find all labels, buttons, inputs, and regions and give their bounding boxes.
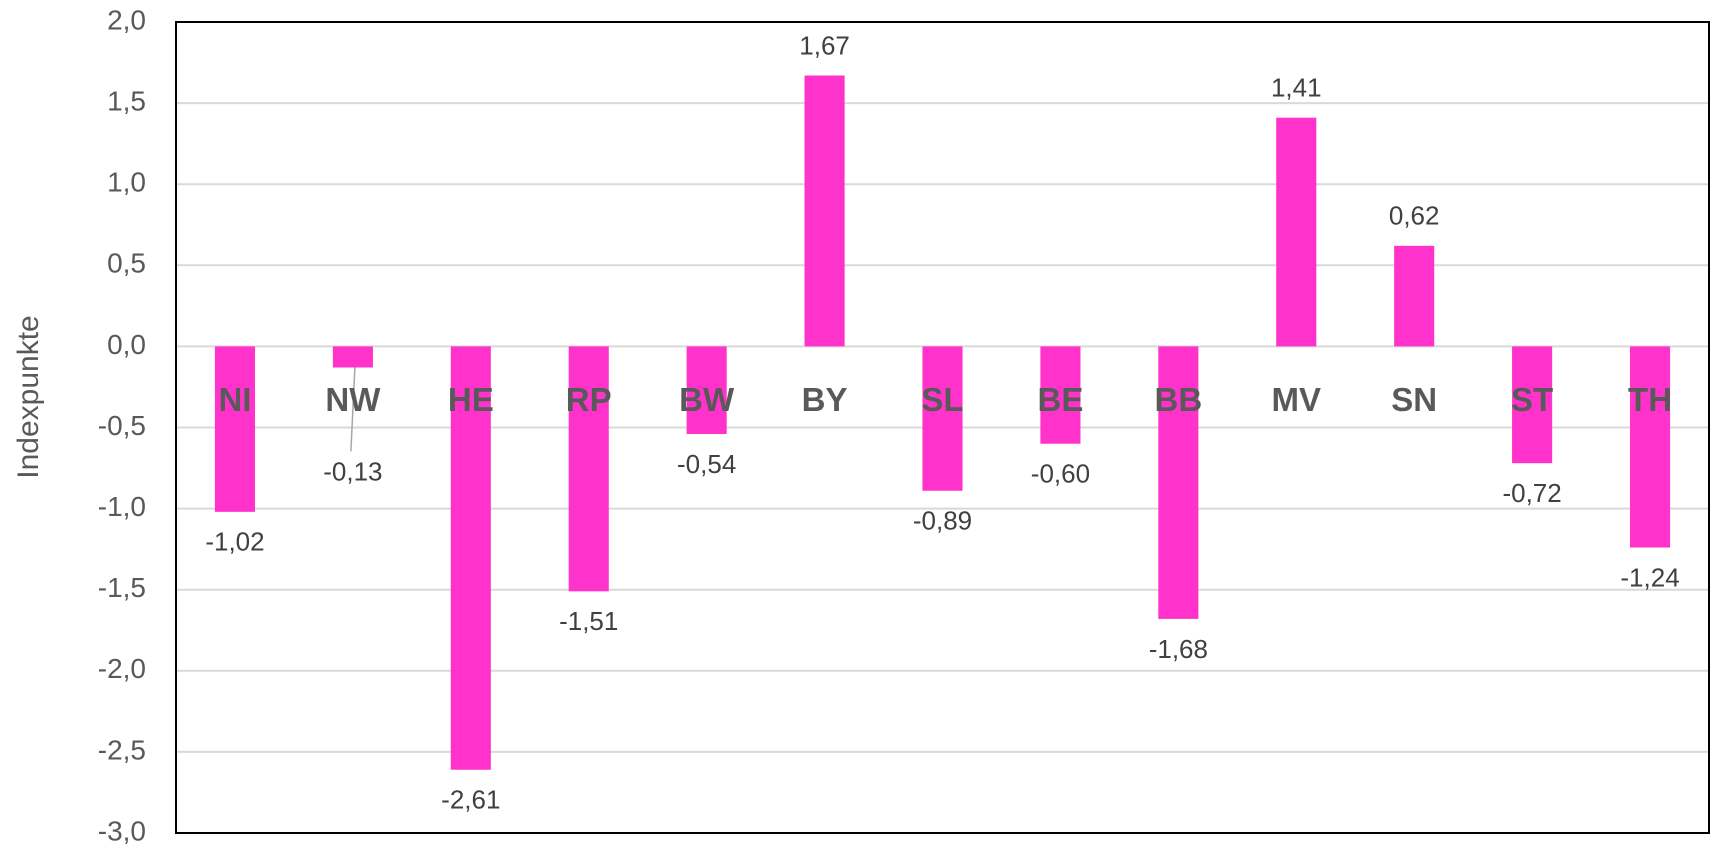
bar	[214, 346, 256, 512]
value-label: -0,89	[913, 506, 972, 536]
x-tick-label: TH	[1628, 381, 1672, 418]
y-tick-label: -2,0	[98, 653, 146, 684]
y-tick-label: 2,0	[107, 4, 146, 35]
bar	[332, 346, 373, 368]
x-tick-label: HE	[448, 381, 494, 418]
x-tick-label: NI	[218, 381, 251, 418]
value-label: -1,68	[1149, 634, 1208, 664]
x-tick-label: BY	[802, 381, 848, 418]
x-tick-label: BW	[679, 381, 735, 418]
y-axis-title: Indexpunkte	[12, 315, 45, 478]
y-tick-label: 1,0	[107, 167, 146, 198]
y-tick-label: 1,5	[107, 85, 146, 116]
x-tick-label: NW	[325, 381, 381, 418]
bar	[1512, 346, 1553, 464]
value-label: 0,62	[1389, 201, 1440, 231]
y-tick-label: 0,5	[107, 248, 146, 279]
x-tick-label: RP	[566, 381, 612, 418]
value-label: -0,60	[1031, 459, 1090, 489]
bar	[1629, 346, 1671, 548]
bar	[804, 75, 845, 347]
x-tick-label: BB	[1155, 381, 1203, 418]
x-tick-label: BE	[1038, 381, 1084, 418]
value-label: -1,24	[1620, 562, 1679, 592]
y-tick-label: -3,0	[98, 815, 146, 846]
bar	[450, 346, 491, 770]
bar	[686, 346, 727, 434]
y-tick-label: -0,5	[98, 410, 146, 441]
bar	[1040, 346, 1081, 444]
leader-line	[350, 367, 356, 452]
value-label: -1,51	[559, 606, 618, 636]
value-label: 1,41	[1271, 73, 1322, 103]
x-tick-label: MV	[1272, 381, 1322, 418]
bar	[1276, 117, 1317, 347]
bar	[1158, 346, 1199, 619]
bar	[1394, 245, 1435, 347]
value-label: -0,13	[323, 456, 382, 486]
x-tick-label: SN	[1391, 381, 1437, 418]
bar	[922, 346, 963, 491]
x-tick-label: SL	[921, 381, 963, 418]
y-tick-label: 0,0	[107, 329, 146, 360]
y-tick-label: -1,0	[98, 491, 146, 522]
value-label: 1,67	[799, 30, 850, 60]
value-label: -1,02	[205, 527, 264, 557]
bar	[568, 346, 609, 592]
value-label: -2,61	[441, 785, 500, 815]
y-tick-label: -2,5	[98, 734, 146, 765]
y-tick-label: -1,5	[98, 572, 146, 603]
value-label: -0,54	[677, 449, 736, 479]
value-label: -0,72	[1502, 478, 1561, 508]
plot-frame	[175, 21, 1710, 834]
x-tick-label: ST	[1511, 381, 1553, 418]
